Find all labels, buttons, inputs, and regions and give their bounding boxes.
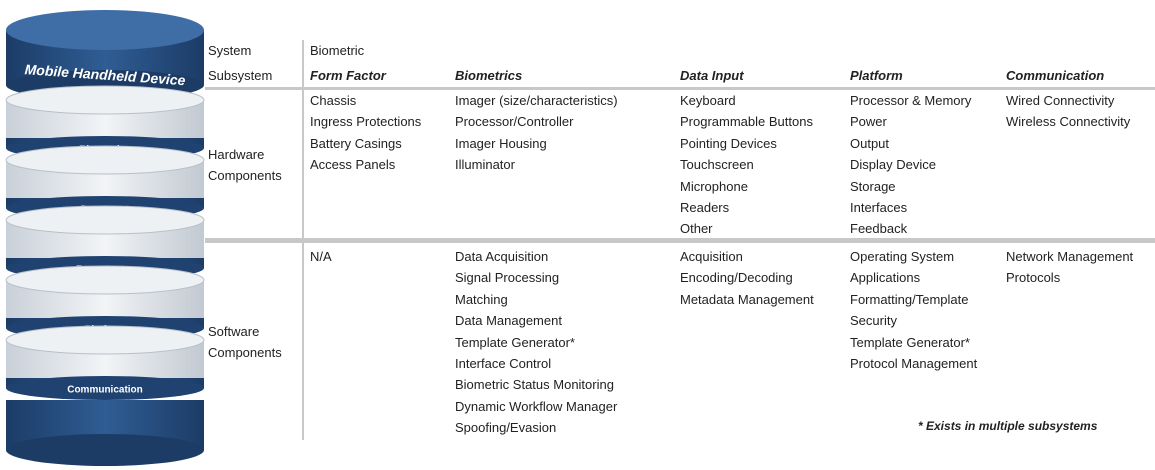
software-item: Protocols [1006, 270, 1061, 286]
hardware-item: Display Device [850, 157, 936, 173]
hardware-item: Processor/Controller [455, 114, 574, 130]
layer-top [5, 145, 205, 175]
hardware-item: Power [850, 114, 887, 130]
row-rule [205, 238, 1155, 243]
hardware-item: Touchscreen [680, 157, 754, 173]
subsystem-header: Biometrics [455, 68, 523, 83]
hardware-item: Keyboard [680, 93, 736, 108]
subsystem-label: Subsystem [208, 68, 273, 83]
software-item: Biometric Status Monitoring [455, 377, 614, 393]
software-item: Applications [850, 270, 921, 286]
hardware-item: Ingress Protections [310, 114, 422, 130]
layer-top [5, 265, 205, 295]
software-item: Acquisition [680, 249, 743, 264]
system-label: System [208, 43, 252, 58]
hardware-item: Chassis [310, 93, 357, 108]
software-item: Dynamic Workflow Manager [455, 398, 618, 414]
hardware-item: Feedback [850, 221, 908, 237]
software-item: Operating System [850, 249, 955, 264]
software-item: Data Management [455, 313, 562, 329]
layer-top [5, 205, 205, 235]
subsystem-header: Form Factor [310, 68, 386, 83]
hardware-item: Imager Housing [455, 135, 547, 151]
hardware-item: Processor & Memory [850, 93, 972, 108]
hardware-item: Programmable Buttons [680, 114, 813, 130]
hardware-item: Battery Casings [310, 135, 402, 151]
layer-top [5, 325, 205, 355]
hardware-item: Illuminator [455, 157, 515, 173]
subsystem-header: Data Input [680, 68, 744, 83]
software-item: Interface Control [455, 356, 552, 371]
software-item: Spoofing/Evasion [455, 420, 557, 436]
software-item: Data Acquisition [455, 249, 549, 264]
hardware-item: Microphone [680, 178, 748, 194]
hardware-item: Storage [850, 178, 896, 194]
software-item: Formatting/Template [850, 291, 969, 307]
layer-label: Communication [67, 385, 143, 396]
hardware-item: Imager (size/characteristics) [455, 93, 618, 108]
hardware-item: Readers [680, 200, 730, 215]
software-item: Template Generator* [455, 334, 575, 350]
software-item: Metadata Management [680, 291, 814, 307]
software-item: Matching [455, 291, 508, 307]
footnote: * Exists in multiple subsystems [918, 419, 1098, 433]
subsystem-header: Communication [1006, 68, 1105, 83]
hardware-item: Wired Connectivity [1006, 93, 1115, 108]
software-item: Security [850, 313, 897, 329]
software-item: Protocol Management [850, 356, 978, 371]
subsystem-header: Platform [850, 68, 903, 83]
system-value: Biometric [310, 43, 365, 58]
hardware-item: Other [680, 221, 713, 237]
row-rule [205, 87, 1155, 90]
hardware-item: Access Panels [310, 157, 396, 173]
software-label: Software Components [208, 324, 282, 360]
software-item: Template Generator* [850, 334, 970, 350]
layer-band-bottom [6, 376, 204, 400]
hardware-label: Hardware Components [208, 147, 282, 183]
hardware-item: Output [850, 135, 890, 151]
hardware-item: Pointing Devices [680, 135, 777, 151]
software-item: N/A [310, 249, 332, 264]
hardware-item: Wireless Connectivity [1006, 114, 1131, 130]
software-item: Signal Processing [455, 270, 560, 286]
hardware-item: Interfaces [850, 200, 908, 215]
software-item: Encoding/Decoding [680, 270, 793, 286]
layer-top [5, 85, 205, 115]
software-item: Network Management [1006, 249, 1134, 264]
